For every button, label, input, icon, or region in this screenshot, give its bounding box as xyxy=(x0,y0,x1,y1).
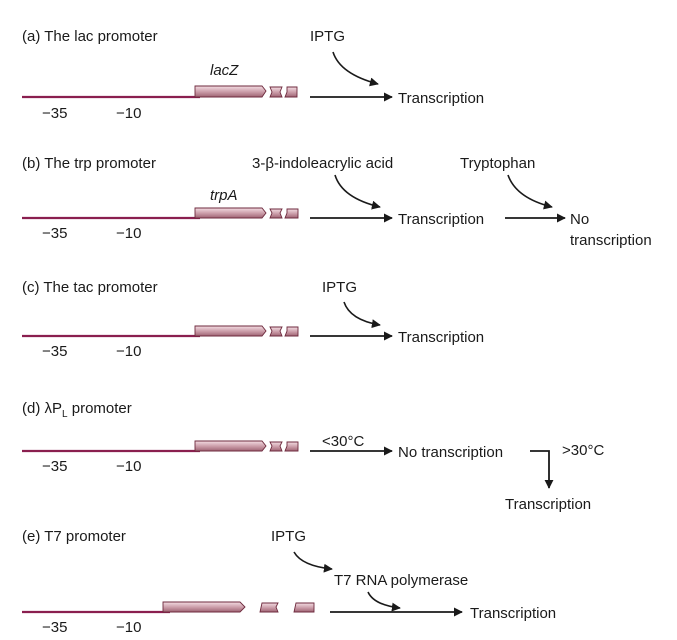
panel-b-title: (b) The trp promoter xyxy=(22,155,156,172)
panel-a: (a) The lac promoter lacZ −35 −10 IPTG T… xyxy=(22,28,484,122)
panel-b-result: Transcription xyxy=(398,211,484,228)
panel-e-minus35: −35 xyxy=(42,619,67,636)
panel-e-title: (e) T7 promoter xyxy=(22,528,126,545)
panel-b-result2-line2: transcription xyxy=(570,232,652,249)
panel-a-inducer-arrow xyxy=(332,51,379,87)
panel-d-title-suffix: promoter xyxy=(68,400,132,417)
panel-d-condition-high: >30°C xyxy=(562,442,604,459)
panel-a-minus35: −35 xyxy=(42,105,67,122)
panel-d-minus35: −35 xyxy=(42,458,67,475)
panel-e-inducer-arrow xyxy=(293,551,333,573)
panel-a-title: (a) The lac promoter xyxy=(22,28,158,45)
panel-c: (c) The tac promoter −35 −10 IPTG Transc… xyxy=(22,279,484,360)
panel-a-inducer: IPTG xyxy=(310,28,345,45)
panel-e-minus10: −10 xyxy=(116,619,141,636)
panel-d-result2: Transcription xyxy=(505,496,591,513)
panel-e-gene-box xyxy=(162,601,246,613)
panel-c-title: (c) The tac promoter xyxy=(22,279,158,296)
panel-b-inducer: 3-β-indoleacrylic acid xyxy=(252,155,393,172)
panel-b-repressor-arrow xyxy=(507,174,553,210)
panel-c-result: Transcription xyxy=(398,329,484,346)
panel-d-result: No transcription xyxy=(398,444,503,461)
panel-e-intermediate: T7 RNA polymerase xyxy=(334,572,468,589)
panel-e-result: Transcription xyxy=(470,605,556,622)
panel-d-condition-low: <30°C xyxy=(322,433,364,450)
panel-b-inducer-arrow xyxy=(334,174,381,210)
panel-e-intermediate-arrow xyxy=(367,591,401,612)
panel-b-gene-fragment-1 xyxy=(269,208,283,219)
panel-b-gene-fragment-2 xyxy=(284,208,299,219)
panel-c-gene-fragment-2 xyxy=(284,326,299,337)
panel-e-gene-fragment-1 xyxy=(259,602,279,613)
panel-e: (e) T7 promoter −35 −10 IPTG T7 RNA poly… xyxy=(22,528,556,636)
panel-e-gene-fragment-2 xyxy=(293,602,315,613)
panel-a-gene-label: lacZ xyxy=(210,62,239,79)
panel-d-title: (d) λPL promoter xyxy=(22,400,132,420)
panel-d-gene-box xyxy=(194,440,267,452)
panel-d-title-prefix: (d) λP xyxy=(22,400,62,417)
panel-b-gene-box xyxy=(194,207,267,219)
panel-d-gene-fragment-1 xyxy=(269,441,283,452)
panel-d-title-subscript: L xyxy=(62,409,68,420)
panel-a-gene-fragment-2 xyxy=(284,86,298,98)
panel-d: (d) λPL promoter −35 −10 <30°C No transc… xyxy=(22,400,604,513)
panel-e-inducer: IPTG xyxy=(271,528,306,545)
panel-d-elbow-arrow xyxy=(530,450,554,489)
panel-a-gene-fragment-1 xyxy=(269,86,283,98)
panel-c-inducer-arrow xyxy=(343,301,381,329)
panel-c-gene-box xyxy=(194,325,267,337)
panel-d-gene-fragment-2 xyxy=(284,441,299,452)
panel-d-minus10: −10 xyxy=(116,458,141,475)
panel-c-minus10: −10 xyxy=(116,343,141,360)
panel-a-minus10: −10 xyxy=(116,105,141,122)
panel-b-minus10: −10 xyxy=(116,225,141,242)
panel-c-gene-fragment-1 xyxy=(269,326,283,337)
panel-b-result2-line1: No xyxy=(570,211,589,228)
panel-c-minus35: −35 xyxy=(42,343,67,360)
panel-b: (b) The trp promoter trpA −35 −10 3-β-in… xyxy=(22,155,652,249)
panel-b-minus35: −35 xyxy=(42,225,67,242)
panel-a-result: Transcription xyxy=(398,90,484,107)
panel-b-gene-label: trpA xyxy=(210,187,238,204)
panel-b-repressor: Tryptophan xyxy=(460,155,535,172)
panel-a-gene-box xyxy=(194,85,267,98)
panel-c-inducer: IPTG xyxy=(322,279,357,296)
